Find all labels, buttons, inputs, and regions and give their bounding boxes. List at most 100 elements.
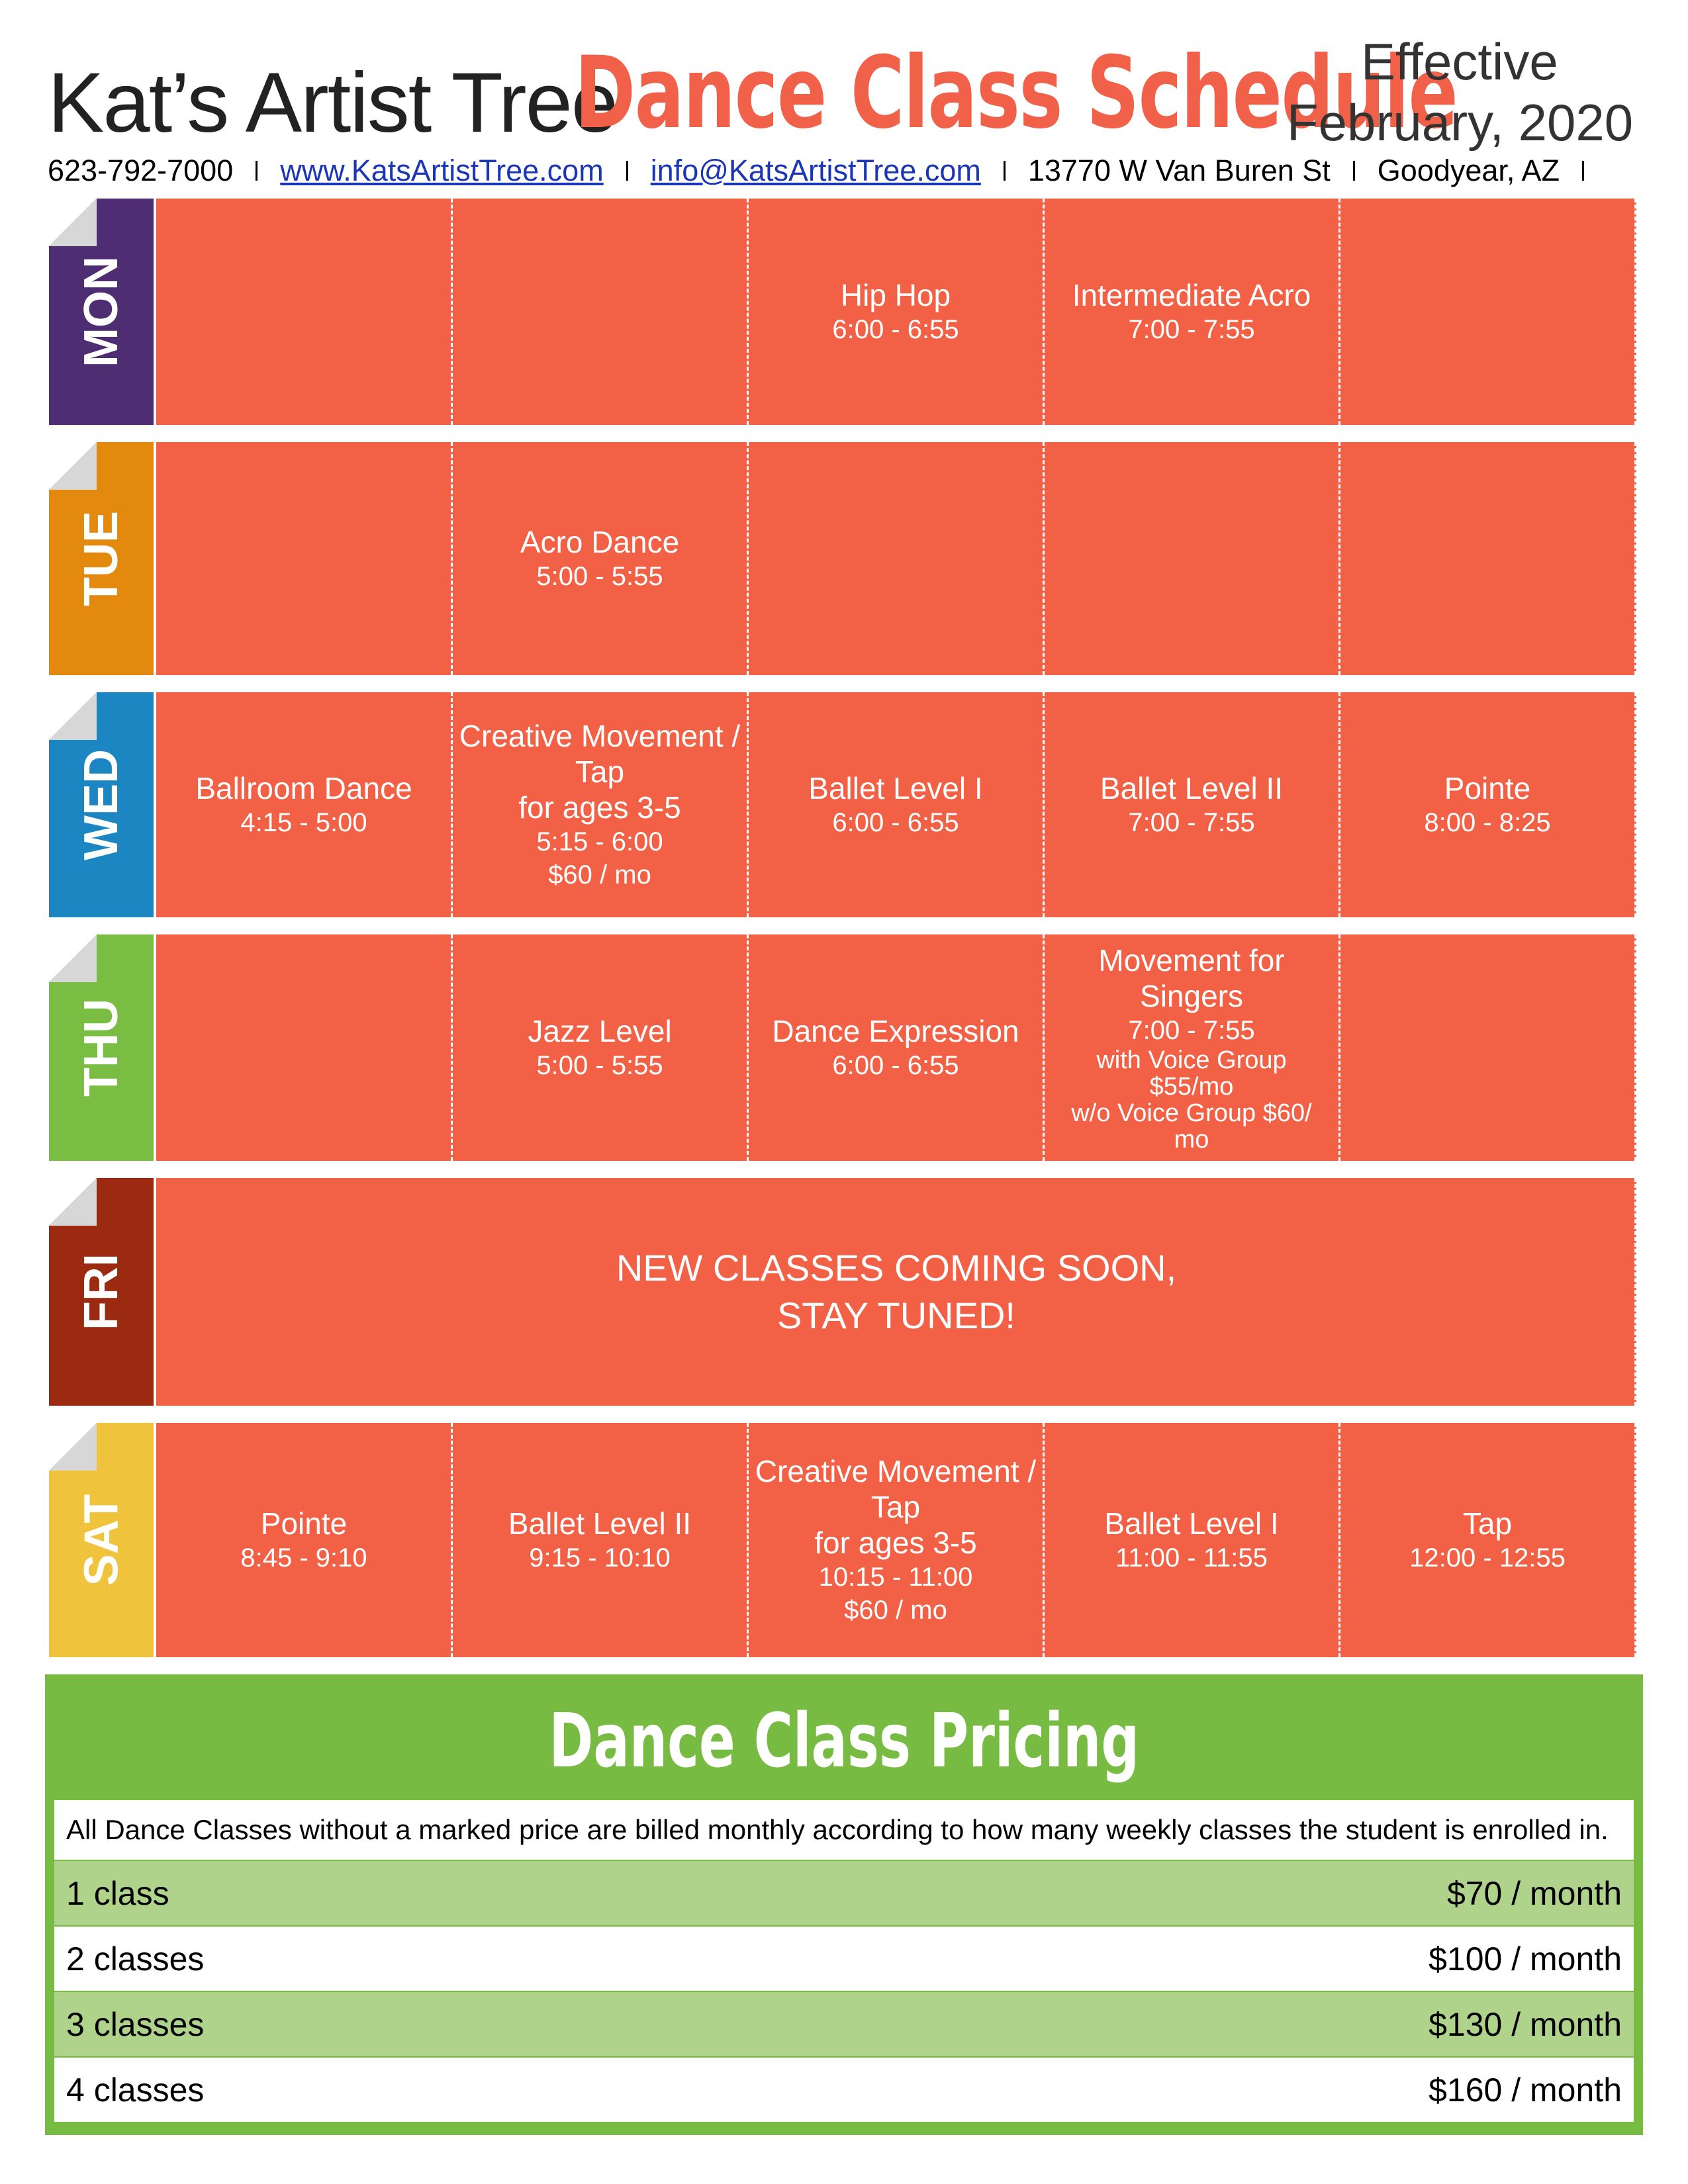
class-cell[interactable]: Ballet Level II 9:15 - 10:10 bbox=[452, 1423, 747, 1657]
day-label-sat: SAT bbox=[75, 1494, 128, 1586]
class-cell[interactable]: Hip Hop 6:00 - 6:55 bbox=[748, 199, 1043, 425]
column-divider bbox=[747, 442, 749, 675]
day-label-fri: FRI bbox=[74, 1253, 128, 1330]
column-divider bbox=[451, 442, 453, 675]
brand-name: Kat’s Artist Tree bbox=[48, 56, 618, 150]
column-divider bbox=[1338, 1423, 1340, 1657]
class-cell[interactable]: Ballet Level I 11:00 - 11:55 bbox=[1044, 1423, 1339, 1657]
class-cell[interactable]: Acro Dance 5:00 - 5:55 bbox=[452, 442, 747, 675]
day-tab-wed: WED bbox=[49, 692, 154, 917]
effective-date: February, 2020 bbox=[1287, 93, 1634, 152]
divider bbox=[256, 161, 258, 181]
divider bbox=[626, 161, 628, 181]
pricing-title-text: Dance Class Pricing bbox=[549, 1698, 1139, 1784]
class-cell[interactable]: Jazz Level 5:00 - 5:55 bbox=[452, 934, 747, 1161]
column-divider bbox=[747, 199, 749, 425]
day-tab-tue: TUE bbox=[49, 442, 154, 675]
schedule-row-mon bbox=[156, 199, 1636, 425]
column-divider bbox=[1634, 1423, 1636, 1657]
class-cell[interactable]: Intermediate Acro 7:00 - 7:55 bbox=[1044, 199, 1339, 425]
page-fold-icon bbox=[49, 1423, 97, 1471]
column-divider bbox=[451, 1423, 453, 1657]
page-fold-icon bbox=[49, 1178, 97, 1226]
class-time: 12:00 - 12:55 bbox=[1409, 1543, 1566, 1572]
page-title: Dance Class Schedule bbox=[575, 36, 1458, 151]
email-link[interactable]: info@KatsArtistTree.com bbox=[650, 154, 981, 187]
class-name: Intermediate Acro bbox=[1072, 278, 1311, 312]
announcement: NEW CLASSES COMING SOON, STAY TUNED! bbox=[156, 1178, 1636, 1406]
website-link[interactable]: www.KatsArtistTree.com bbox=[280, 154, 604, 187]
class-age: for ages 3-5 bbox=[518, 790, 681, 825]
class-cell[interactable]: Dance Expression 6:00 - 6:55 bbox=[748, 934, 1043, 1161]
column-divider bbox=[747, 692, 749, 917]
class-name: Ballet Level II bbox=[1100, 771, 1284, 805]
column-divider bbox=[1338, 934, 1340, 1161]
class-name: Singers bbox=[1140, 979, 1243, 1013]
class-name: Ballet Level II bbox=[508, 1506, 692, 1541]
phone-number: 623-792-7000 bbox=[48, 154, 234, 187]
class-cell[interactable]: Ballet Level I 6:00 - 6:55 bbox=[748, 692, 1043, 917]
class-time: 8:00 - 8:25 bbox=[1424, 808, 1551, 837]
pricing-note: All Dance Classes without a marked price… bbox=[54, 1800, 1634, 1860]
day-tab-mon: MON bbox=[49, 199, 154, 425]
class-cell[interactable]: Tap 12:00 - 12:55 bbox=[1340, 1423, 1635, 1657]
class-name: Acro Dance bbox=[520, 525, 680, 559]
class-name: Hip Hop bbox=[840, 278, 951, 312]
page-fold-icon bbox=[49, 199, 97, 246]
class-time: 10:15 - 11:00 bbox=[818, 1563, 973, 1592]
class-name: Creative Movement / bbox=[755, 1454, 1037, 1488]
column-divider bbox=[1338, 442, 1340, 675]
pricing-row-price: $70 / month bbox=[1446, 1874, 1622, 1912]
effective-label: Effective bbox=[1361, 32, 1558, 91]
class-cell[interactable]: Movement for Singers 7:00 - 7:55 with Vo… bbox=[1044, 934, 1339, 1161]
class-cell[interactable]: Creative Movement / Tap for ages 3-5 10:… bbox=[748, 1423, 1043, 1657]
class-time: 9:15 - 10:10 bbox=[529, 1543, 671, 1572]
class-price: $60 / mo bbox=[844, 1596, 947, 1625]
divider bbox=[1003, 161, 1006, 181]
column-divider bbox=[1634, 199, 1636, 425]
column-divider bbox=[747, 934, 749, 1161]
day-label-mon: MON bbox=[75, 256, 128, 367]
class-cell[interactable]: Pointe 8:00 - 8:25 bbox=[1340, 692, 1635, 917]
pricing-row: 3 classes $130 / month bbox=[54, 1992, 1634, 2056]
class-cell[interactable]: Creative Movement / Tap for ages 3-5 5:1… bbox=[452, 692, 747, 917]
column-divider bbox=[1338, 692, 1340, 917]
day-tab-fri: FRI bbox=[49, 1178, 154, 1406]
announcement-line: STAY TUNED! bbox=[777, 1295, 1015, 1336]
pricing-row-label: 2 classes bbox=[66, 1940, 205, 1978]
street-address: 13770 W Van Buren St bbox=[1027, 154, 1331, 187]
class-name: Dance Expression bbox=[772, 1014, 1019, 1048]
column-divider bbox=[451, 199, 453, 425]
column-divider bbox=[451, 934, 453, 1161]
class-cell[interactable]: Ballroom Dance 4:15 - 5:00 bbox=[156, 692, 451, 917]
page-fold-icon bbox=[49, 442, 97, 490]
class-cell[interactable]: Pointe 8:45 - 9:10 bbox=[156, 1423, 451, 1657]
class-time: 4:15 - 5:00 bbox=[240, 808, 367, 837]
pricing-row-price: $130 / month bbox=[1429, 2005, 1622, 2043]
class-time: 11:00 - 11:55 bbox=[1115, 1543, 1268, 1572]
class-price: $60 / mo bbox=[548, 860, 651, 889]
schedule-row-tue bbox=[156, 442, 1636, 675]
column-divider bbox=[1634, 442, 1636, 675]
column-divider bbox=[1043, 692, 1045, 917]
class-time: 7:00 - 7:55 bbox=[1128, 315, 1255, 344]
column-divider bbox=[1043, 442, 1045, 675]
class-time: 6:00 - 6:55 bbox=[832, 1051, 959, 1080]
day-label-thu: THU bbox=[74, 999, 128, 1097]
class-note: w/o Voice Group $60/ bbox=[1071, 1099, 1312, 1127]
class-time: 5:15 - 6:00 bbox=[536, 827, 663, 856]
class-time: 7:00 - 7:55 bbox=[1128, 1016, 1255, 1045]
pricing-row: 1 class $70 / month bbox=[54, 1861, 1634, 1925]
class-time: 6:00 - 6:55 bbox=[832, 315, 959, 344]
schedule-row-thu bbox=[156, 934, 1636, 1161]
column-divider bbox=[1634, 1178, 1636, 1406]
class-name: Tap bbox=[575, 754, 625, 789]
class-name: Tap bbox=[1462, 1506, 1513, 1541]
class-cell[interactable]: Ballet Level II 7:00 - 7:55 bbox=[1044, 692, 1339, 917]
pricing-row-label: 3 classes bbox=[66, 2005, 205, 2043]
class-time: 8:45 - 9:10 bbox=[240, 1543, 367, 1572]
announcement-line: NEW CLASSES COMING SOON, bbox=[616, 1247, 1177, 1289]
column-divider bbox=[1634, 934, 1636, 1161]
pricing-row: 4 classes $160 / month bbox=[54, 2058, 1634, 2122]
schedule-row-fri bbox=[156, 1178, 1636, 1406]
